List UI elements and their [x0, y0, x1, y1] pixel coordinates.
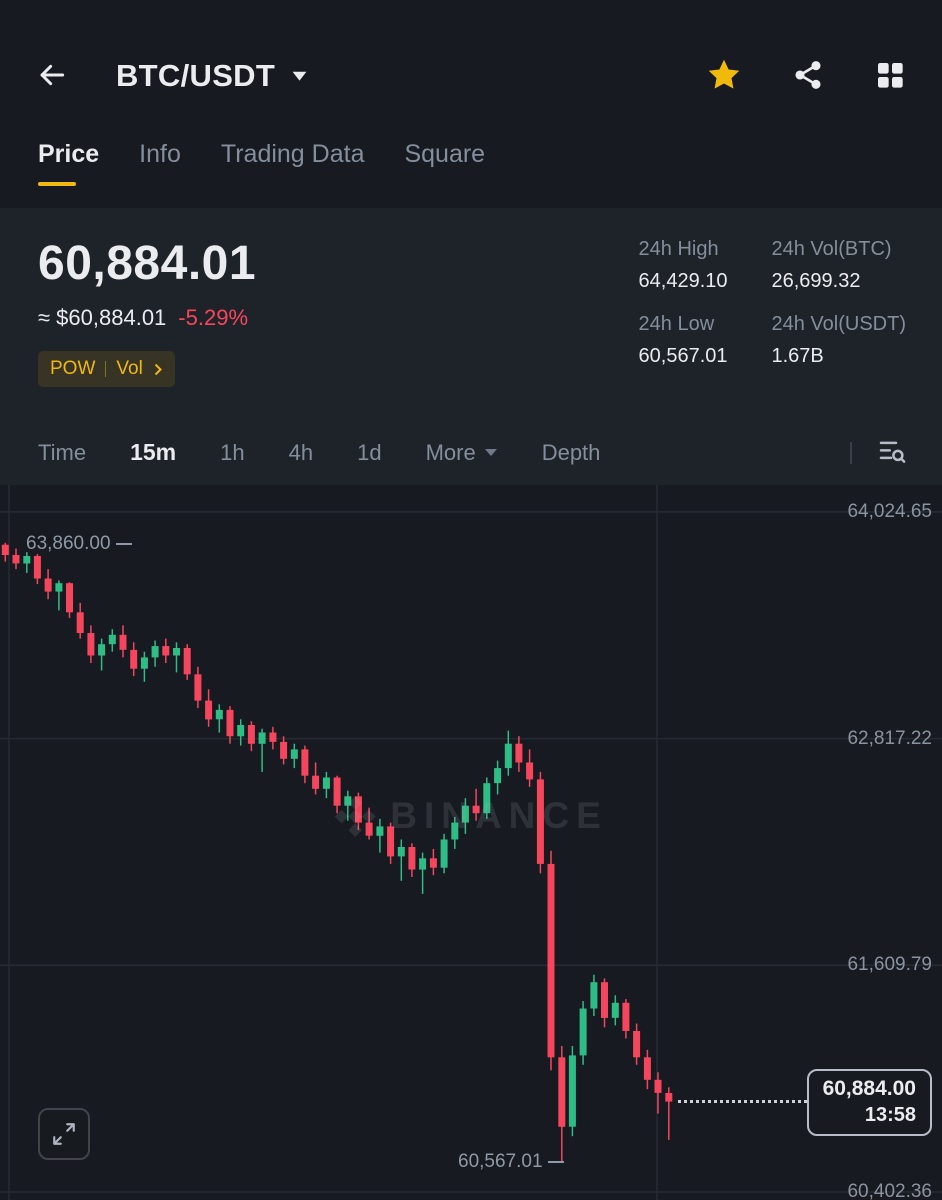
top-bar-actions: [706, 57, 906, 96]
stat-24h-vol-btc: 24h Vol(BTC) 26,699.32: [771, 238, 892, 292]
last-price-tag-value: 60,884.00: [822, 1076, 916, 1100]
chevron-down-icon: [291, 70, 308, 82]
interval-1h[interactable]: 1h: [220, 439, 245, 465]
y-axis-label: 64,024.65: [847, 500, 932, 522]
last-price-tag-time: 13:58: [864, 1103, 916, 1126]
last-price: 60,884.01: [38, 237, 257, 290]
tab-price[interactable]: Price: [38, 140, 99, 208]
y-axis-label: 60,402.36: [847, 1181, 932, 1200]
interval-depth[interactable]: Depth: [541, 439, 601, 465]
watermark-text: BINANCE: [390, 795, 608, 836]
back-arrow-icon: [36, 59, 68, 94]
tab-square[interactable]: Square: [404, 140, 485, 208]
chart-low-marker: 60,567.01: [458, 1151, 564, 1173]
expand-icon: [51, 1121, 77, 1147]
stat-24h-low: 24h Low 60,567.01: [638, 313, 728, 367]
fullscreen-button[interactable]: [38, 1108, 90, 1160]
grid-icon: [874, 59, 906, 94]
chart-settings-button[interactable]: [876, 436, 906, 469]
tab-price-label: Price: [38, 140, 100, 168]
chart-area: BINANCE 64,024.65 62,817.22 61,609.79 60,40…: [0, 485, 942, 1200]
interval-1d[interactable]: 1d: [357, 439, 382, 465]
binance-logo-icon: [334, 795, 376, 837]
price-panel: 60,884.01 ≈ $60,884.01 -5.29% POW Vol 24h…: [0, 208, 942, 485]
page-title: BTC/USDT: [116, 58, 276, 93]
interval-bar: Time 15m 1h 4h 1d More Depth: [38, 436, 906, 469]
last-price-tag: 60,884.00 13:58: [806, 1068, 932, 1136]
tab-trading-data-label: Trading Data: [220, 140, 365, 168]
tab-trading-data[interactable]: Trading Data: [221, 140, 365, 208]
fiat-price: ≈ $60,884.01: [38, 305, 167, 330]
symbol-selector[interactable]: BTC/USDT: [116, 58, 308, 94]
tab-info[interactable]: Info: [139, 140, 181, 208]
chart-high-label: 63,860.00: [26, 532, 111, 554]
interval-4h[interactable]: 4h: [288, 439, 314, 465]
badge-divider: [105, 361, 107, 377]
caret-down-icon: [484, 448, 498, 457]
tab-bar: Price Info Trading Data Square: [0, 118, 942, 208]
share-button[interactable]: [792, 59, 824, 94]
chevron-right-icon: [153, 362, 163, 377]
tab-info-label: Info: [139, 140, 181, 168]
stat-24h-vol-usdt: 24h Vol(USDT) 1.67B: [771, 313, 907, 367]
low-marker-line: [547, 1161, 564, 1164]
tab-square-label: Square: [404, 140, 486, 168]
star-icon: [706, 57, 742, 96]
stat-24h-high: 24h High 64,429.10: [638, 238, 728, 292]
favorite-button[interactable]: [706, 57, 742, 96]
stats-grid: 24h High 64,429.10 24h Vol(BTC) 26,699.3…: [639, 238, 906, 387]
back-button[interactable]: [36, 59, 68, 94]
chart-high-marker: 63,860.00: [26, 533, 132, 555]
token-tag-badge[interactable]: POW Vol: [38, 351, 175, 387]
y-axis-label: 61,609.79: [847, 954, 932, 976]
share-icon: [792, 59, 824, 94]
last-price-dotted-line: [678, 1100, 807, 1104]
interval-time[interactable]: Time: [38, 439, 87, 465]
interval-more[interactable]: More: [426, 440, 498, 466]
interval-15m[interactable]: 15m: [130, 439, 177, 465]
widgets-button[interactable]: [874, 59, 906, 94]
binance-watermark: BINANCE: [334, 795, 608, 837]
chart-low-label: 60,567.01: [458, 1151, 543, 1173]
toolbar-separator: [850, 441, 852, 464]
y-axis-label: 62,817.22: [847, 727, 932, 749]
candlestick-chart[interactable]: [0, 485, 942, 1200]
active-tab-underline: [38, 182, 76, 186]
vol-tag[interactable]: Vol: [116, 358, 143, 379]
price-block: 60,884.01 ≈ $60,884.01 -5.29% POW Vol: [38, 236, 256, 387]
top-bar: BTC/USDT: [0, 0, 942, 118]
pow-tag[interactable]: POW: [50, 358, 96, 379]
price-change-percent: -5.29%: [178, 305, 249, 330]
high-marker-line: [115, 542, 132, 545]
chart-settings-icon: [876, 436, 906, 469]
